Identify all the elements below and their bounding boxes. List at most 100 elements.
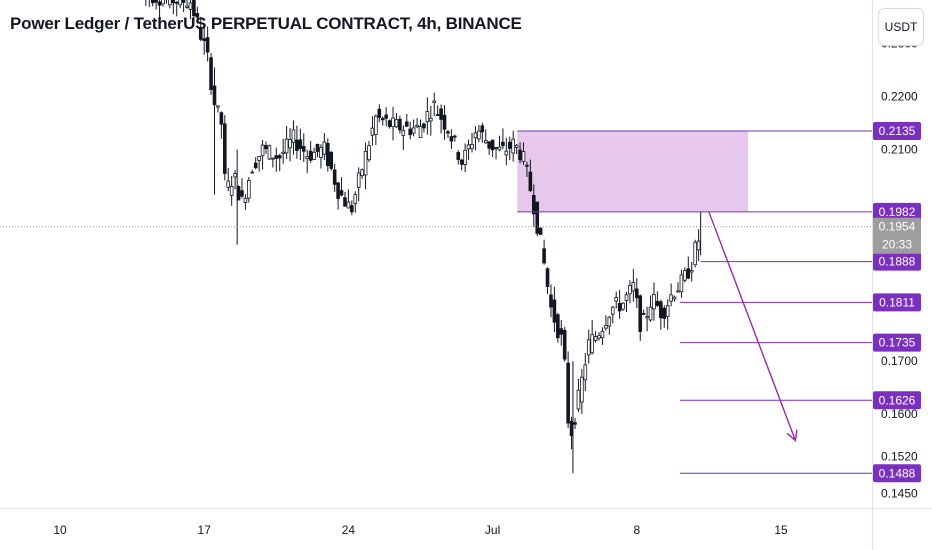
currency-button[interactable]: USDT [878,8,924,46]
candle[interactable] [205,26,210,62]
candle[interactable] [377,104,382,123]
candle[interactable] [360,168,364,179]
candle[interactable] [394,113,399,129]
candle[interactable] [586,329,591,364]
candle[interactable] [521,142,526,166]
candle[interactable] [157,0,162,20]
candle[interactable] [573,417,577,429]
candle[interactable] [693,239,697,268]
candle[interactable] [257,155,261,172]
candle[interactable] [353,191,358,213]
candle[interactable] [301,133,306,162]
candle[interactable] [350,200,354,216]
candle[interactable] [525,161,529,177]
candle[interactable] [665,299,670,330]
candle[interactable] [422,122,426,133]
candle[interactable] [456,150,461,165]
candle[interactable] [305,149,309,174]
candle[interactable] [562,327,567,362]
candle[interactable] [284,125,289,160]
candle[interactable] [144,0,147,6]
candle[interactable] [298,128,303,161]
candle[interactable] [614,291,618,309]
candle[interactable] [398,115,402,134]
candle[interactable] [384,107,388,127]
candle[interactable] [501,128,505,150]
candle[interactable] [483,129,488,144]
candle[interactable] [281,138,285,164]
candle[interactable] [490,139,495,158]
candle[interactable] [370,116,375,146]
candle[interactable] [631,268,636,302]
candle[interactable] [332,163,337,192]
candle[interactable] [538,227,543,235]
candle[interactable] [308,141,313,163]
candle[interactable] [291,120,296,155]
candle[interactable] [343,191,347,207]
candle[interactable] [425,97,430,135]
candle[interactable] [442,105,447,140]
candle[interactable] [696,229,701,262]
candle[interactable] [315,143,320,158]
candle[interactable] [511,130,515,162]
candle[interactable] [274,147,279,172]
candle[interactable] [635,278,639,309]
candle[interactable] [404,113,409,128]
candle[interactable] [463,143,467,173]
candle[interactable] [198,16,203,42]
candle[interactable] [617,289,622,319]
candle[interactable] [545,267,550,294]
candle[interactable] [645,306,649,332]
candle[interactable] [380,116,385,126]
candle[interactable] [148,0,151,8]
candle[interactable] [542,239,546,265]
candle[interactable] [507,136,512,161]
candle[interactable] [628,280,632,304]
candle[interactable] [449,129,454,149]
candle[interactable] [185,0,189,9]
candle[interactable] [590,319,594,355]
candle[interactable] [401,125,406,150]
candle[interactable] [559,320,564,346]
candle[interactable] [672,295,677,302]
candle[interactable] [391,106,395,141]
candle[interactable] [566,351,570,429]
candle[interactable] [226,167,231,192]
candle[interactable] [181,0,186,13]
candle[interactable] [580,368,584,415]
candle[interactable] [432,92,437,117]
candle[interactable] [552,286,557,332]
candle[interactable] [689,261,694,282]
candle[interactable] [604,315,608,331]
candle[interactable] [322,133,327,161]
candle[interactable] [336,181,340,210]
candle[interactable] [408,121,412,140]
candle[interactable] [219,111,224,139]
candle[interactable] [346,189,351,209]
candle[interactable] [260,140,265,170]
candle[interactable] [593,331,598,343]
candle[interactable] [161,0,165,7]
candle[interactable] [487,141,491,155]
candle[interactable] [652,282,656,321]
candle[interactable] [415,118,419,129]
candle[interactable] [638,294,643,341]
candle[interactable] [528,159,533,192]
candle[interactable] [470,132,474,153]
candle[interactable] [453,134,457,142]
candle[interactable] [535,201,540,237]
candle[interactable] [325,138,330,172]
candle[interactable] [168,0,172,9]
candle[interactable] [459,158,464,171]
candle[interactable] [195,6,200,24]
candle[interactable] [250,169,255,174]
candle[interactable] [222,115,227,181]
candle[interactable] [216,105,220,113]
candle[interactable] [411,119,416,137]
candle[interactable] [683,267,687,283]
candle[interactable] [374,114,378,146]
candle[interactable] [600,327,605,345]
candle[interactable] [229,175,234,206]
candle[interactable] [319,144,323,169]
